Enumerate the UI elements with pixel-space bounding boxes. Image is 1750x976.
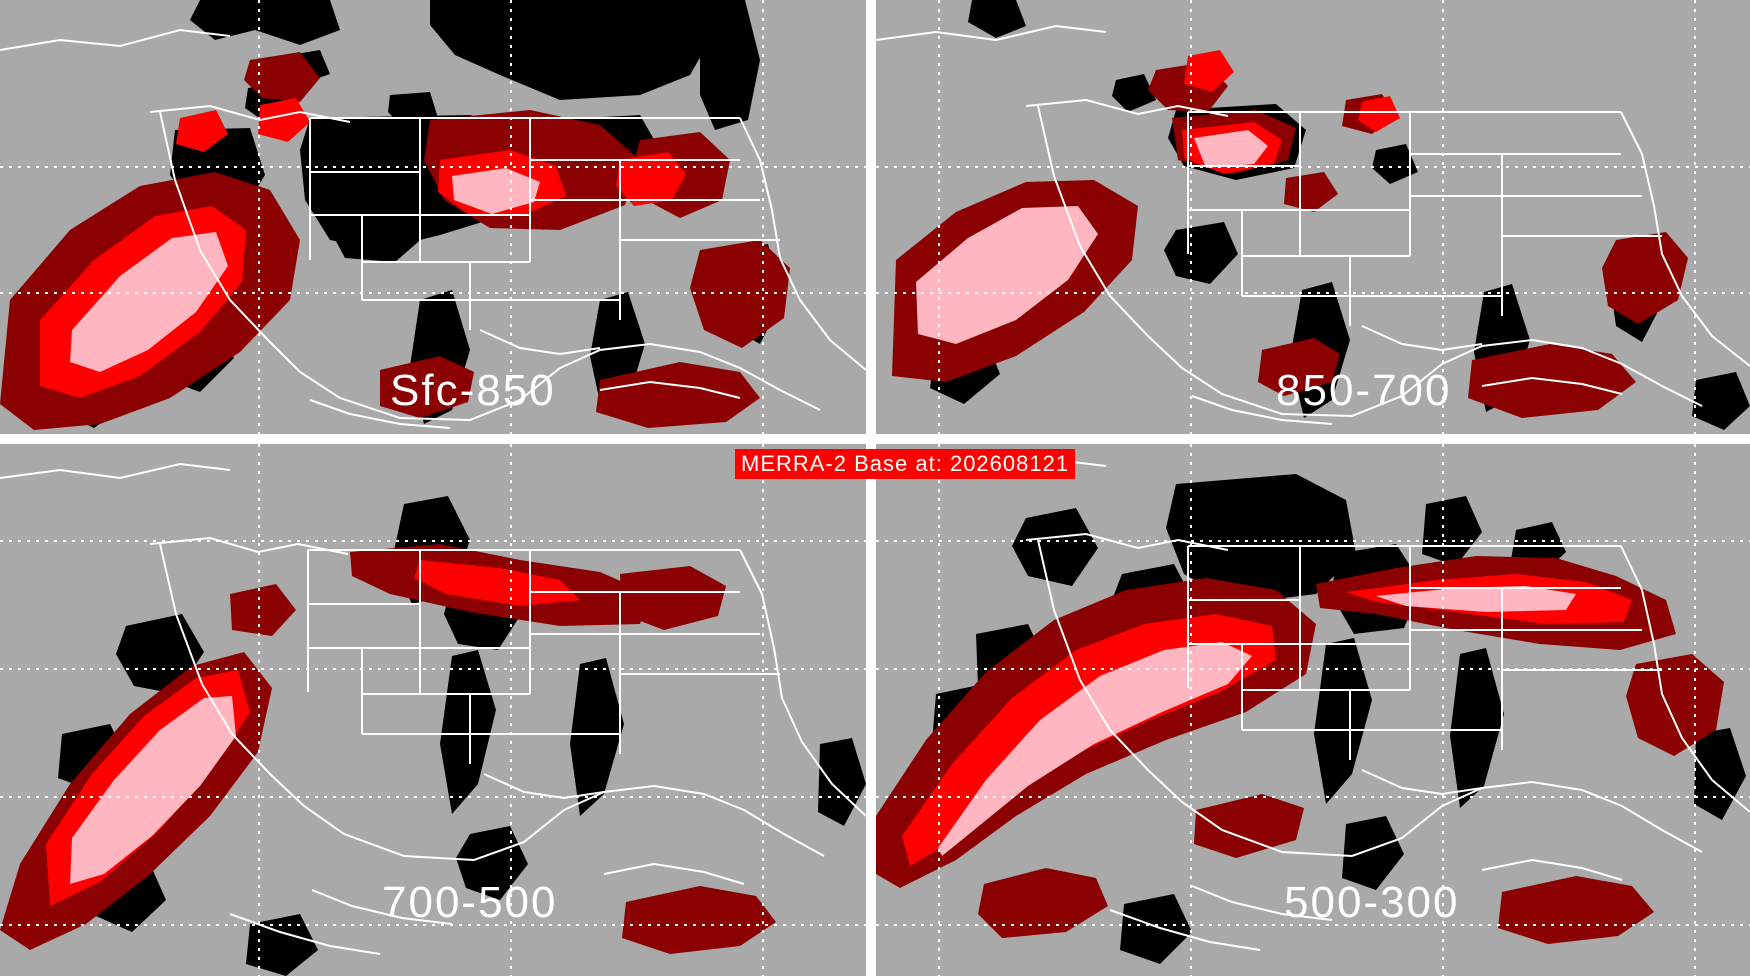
panel-500-300[interactable]: 500-300 [876, 444, 1750, 976]
map-field-sfc-850 [0, 0, 866, 434]
panel-sfc-850[interactable]: Sfc-850 [0, 0, 866, 434]
map-field-500-300 [876, 444, 1750, 976]
panel-divider-horizontal [0, 434, 1750, 444]
base-time-banner: MERRA-2 Base at: 202608121 [735, 449, 1076, 479]
map-field-700-500 [0, 444, 866, 976]
panel-divider-vertical [866, 0, 876, 976]
panel-850-700[interactable]: 850-700 [876, 0, 1750, 434]
panel-700-500[interactable]: 700-500 [0, 444, 866, 976]
map-field-850-700 [876, 0, 1750, 434]
